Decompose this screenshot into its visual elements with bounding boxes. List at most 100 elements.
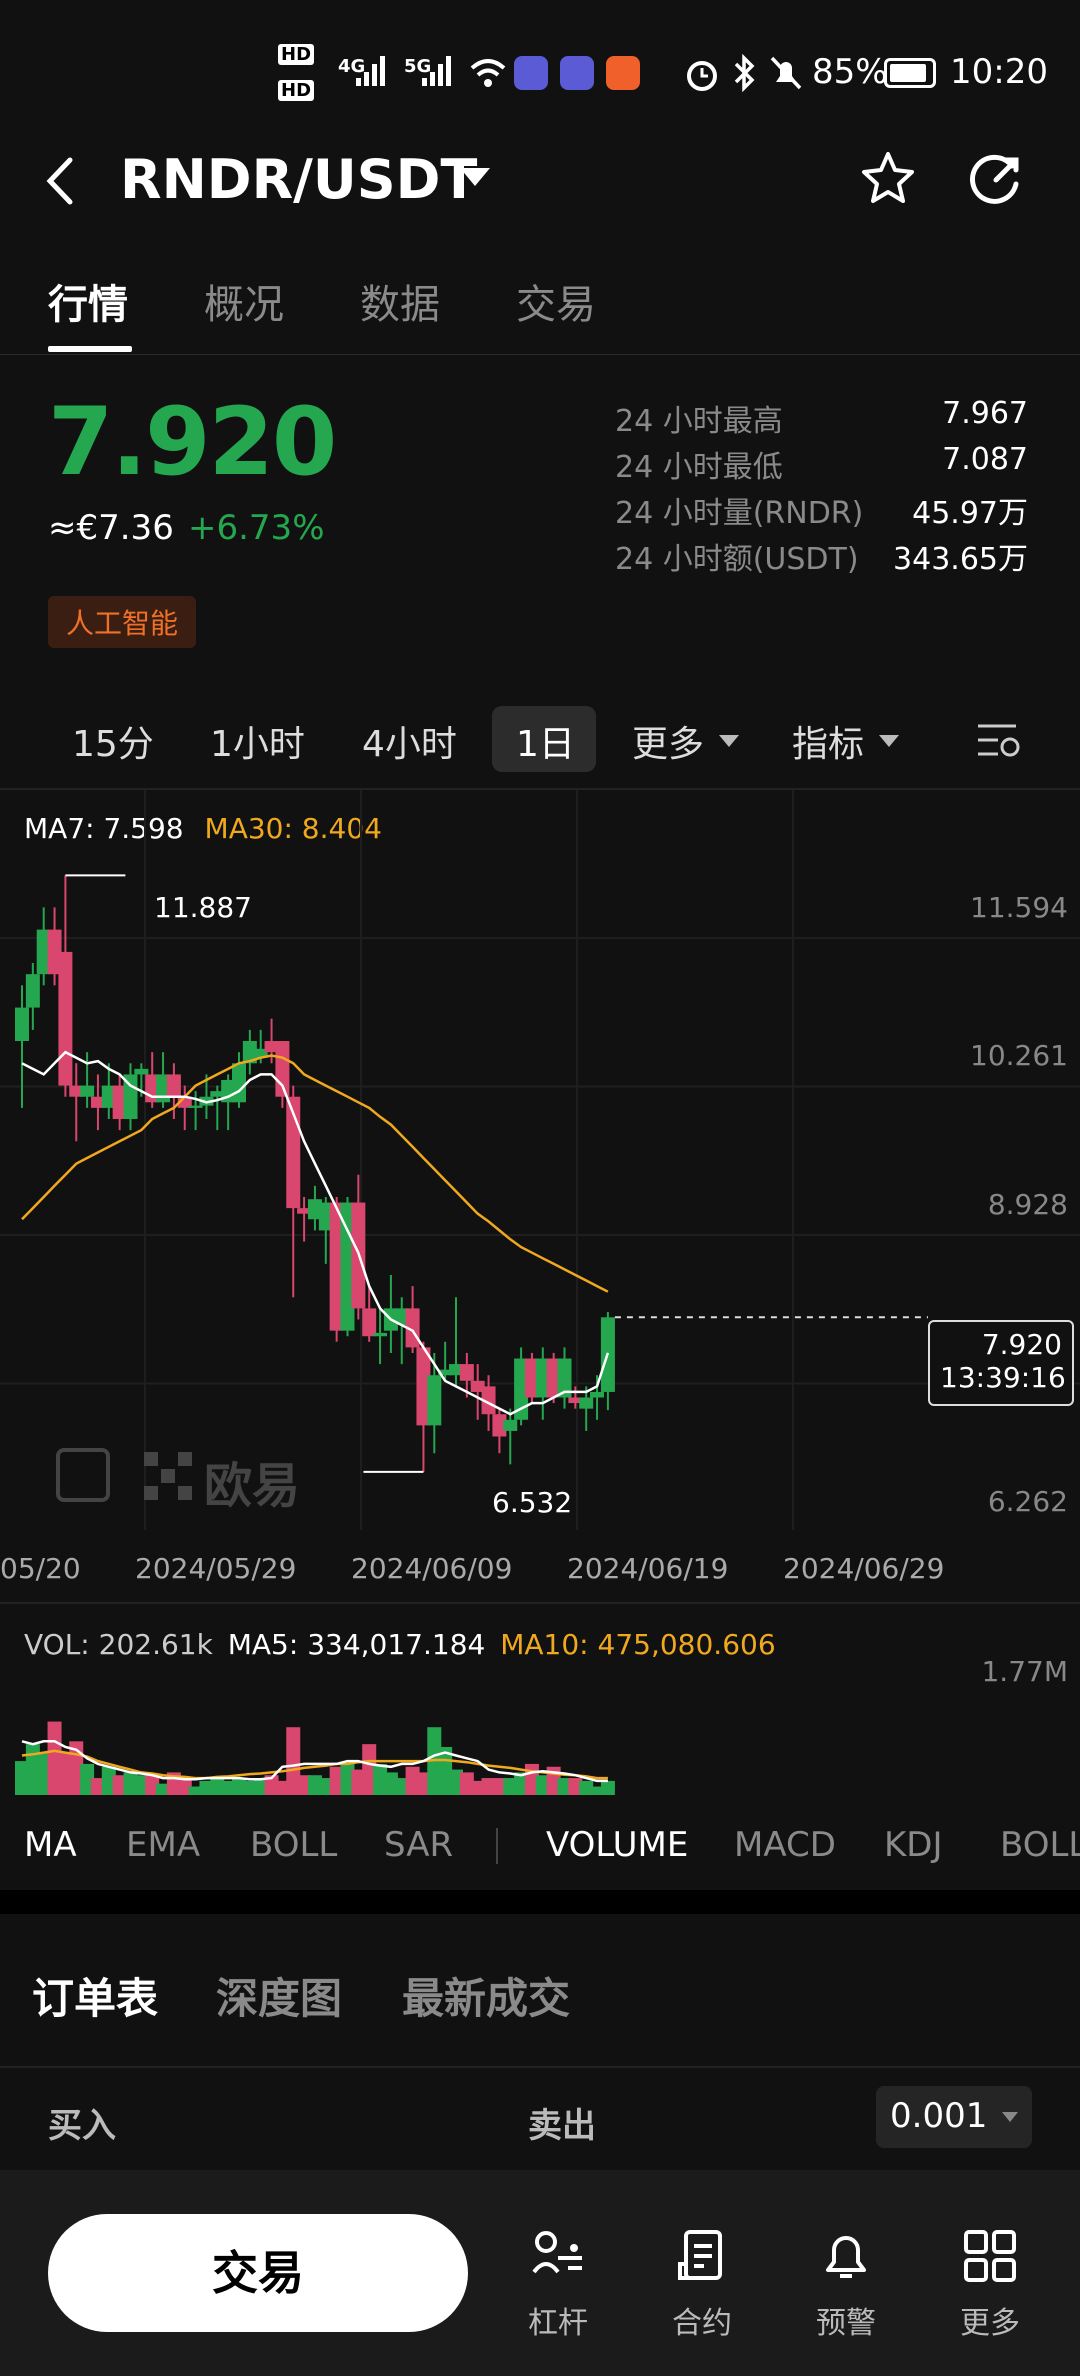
x-tick-label: 2024/06/09 (351, 1552, 512, 1585)
chevron-down-icon (718, 734, 740, 748)
nav-margin-label[interactable]: 杠杆 (503, 2298, 613, 2342)
nav-more-label[interactable]: 更多 (935, 2298, 1045, 2342)
candle-body (427, 1375, 441, 1425)
share-icon[interactable] (966, 150, 1026, 210)
chevron-down-icon (1002, 2112, 1018, 2122)
stat-value-turnover: 343.65万 (893, 534, 1028, 578)
timeframe-1h[interactable]: 1小时 (210, 715, 305, 767)
timeframe-15m[interactable]: 15分 (72, 715, 154, 767)
vol-ma5-label: MA5: 334,017.184 (228, 1628, 486, 1661)
candle-body (460, 1364, 474, 1381)
fullscreen-icon[interactable] (56, 1448, 110, 1502)
high-marker-label: 11.887 (154, 891, 252, 924)
tab-latest-trades[interactable]: 最新成交 (402, 1965, 570, 2026)
app-icon-3 (606, 56, 640, 90)
stat-label-low: 24 小时最低 (615, 442, 783, 486)
tab-trade[interactable]: 交易 (516, 272, 596, 330)
volume-bar (601, 1781, 615, 1795)
nav-contract-label[interactable]: 合约 (647, 2298, 757, 2342)
y-tick-label: 10.261 (970, 1039, 1068, 1072)
hd-badge-2: HD (278, 80, 314, 101)
sell-header: 卖出 (528, 2098, 596, 2147)
tab-overview[interactable]: 概况 (204, 272, 284, 330)
tab-market[interactable]: 行情 (48, 272, 128, 330)
timeframe-1d[interactable]: 1日 (516, 715, 575, 767)
vol-legend: VOL: 202.61k MA5: 334,017.184 MA10: 475,… (24, 1628, 776, 1661)
pair-title[interactable]: RNDR/USDT (120, 148, 477, 211)
candle-body (373, 1333, 387, 1336)
stat-label-turnover: 24 小时额(USDT) (615, 534, 859, 578)
stat-value-high: 7.967 (942, 396, 1028, 431)
mute-icon (768, 54, 804, 92)
tab-orderbook[interactable]: 订单表 (32, 1965, 158, 2026)
watermark: 欧易 (204, 1446, 300, 1516)
stat-value-low: 7.087 (942, 442, 1028, 477)
candle-body (579, 1398, 593, 1409)
indicator-ma[interactable]: MA (24, 1825, 77, 1865)
x-tick-label: 2024/05/29 (135, 1552, 296, 1585)
signal-icon (354, 54, 394, 88)
contract-icon[interactable] (674, 2228, 730, 2284)
candle-body (362, 1308, 376, 1336)
candle (58, 875, 72, 1096)
grid-icon[interactable] (962, 2228, 1018, 2284)
vol-label: VOL: 202.61k (24, 1628, 213, 1661)
status-bar: HD HD 4G 5G 85% 10:20 (0, 0, 1080, 140)
indicator-ema[interactable]: EMA (126, 1825, 200, 1865)
indicator-macd[interactable]: MACD (734, 1825, 836, 1865)
candle-body (590, 1392, 604, 1398)
candle (351, 1175, 365, 1320)
current-price-label: 7.920 (940, 1328, 1062, 1361)
indicator-boll[interactable]: BOLL (250, 1825, 337, 1865)
hd-badge-1: HD (278, 44, 314, 65)
active-tab-underline (48, 346, 132, 352)
stat-label-high: 24 小时最高 (615, 396, 783, 440)
candle (492, 1409, 506, 1454)
trade-button[interactable]: 交易 (48, 2214, 468, 2332)
battery-percent: 85% (812, 52, 888, 92)
x-tick-label: 2024/06/19 (567, 1552, 728, 1585)
current-price-box: 7.920 13:39:16 (928, 1320, 1074, 1406)
timeframe-more[interactable]: 更多 (632, 715, 704, 767)
back-icon[interactable] (44, 156, 76, 206)
candle (286, 1086, 300, 1298)
divider (0, 2066, 1080, 2068)
indicator-volume[interactable]: VOLUME (546, 1825, 688, 1865)
indicator-divider (496, 1828, 498, 1864)
volume-chart[interactable] (0, 1680, 1080, 1795)
app-icon-1 (514, 56, 548, 90)
chart-settings-icon[interactable] (976, 720, 1020, 760)
okx-logo-icon (144, 1452, 192, 1500)
y-tick-label: 11.594 (970, 891, 1068, 924)
chevron-down-icon (878, 734, 900, 748)
x-tick-label: 2024/06/29 (783, 1552, 944, 1585)
last-price: 7.920 (48, 388, 335, 497)
timeframe-4h[interactable]: 4小时 (362, 715, 457, 767)
precision-selector[interactable]: 0.001 (876, 2086, 1032, 2148)
indicator-boll-sub[interactable]: BOLL (1000, 1825, 1080, 1865)
vol-ma10-label: MA10: 475,080.606 (500, 1628, 775, 1661)
stat-label-volume: 24 小时量(RNDR) (615, 488, 863, 532)
candle-body (503, 1420, 517, 1431)
chevron-down-icon[interactable] (458, 166, 492, 188)
margin-icon[interactable] (530, 2228, 586, 2284)
price-change: +6.73% (188, 508, 325, 548)
nav-alert-label[interactable]: 预警 (791, 2298, 901, 2342)
y-tick-label: 6.262 (988, 1485, 1068, 1518)
app-icon-2 (560, 56, 594, 90)
candle-body (58, 952, 72, 1086)
indicators-dropdown[interactable]: 指标 (792, 715, 864, 767)
x-tick-label: 05/20 (0, 1552, 81, 1585)
indicator-kdj[interactable]: KDJ (884, 1825, 943, 1865)
category-tag[interactable]: 人工智能 (48, 596, 196, 648)
battery-icon (884, 58, 936, 88)
indicator-sar[interactable]: SAR (384, 1825, 453, 1865)
wifi-icon (468, 54, 508, 90)
low-marker-label: 6.532 (492, 1486, 572, 1519)
tab-data[interactable]: 数据 (360, 272, 440, 330)
tab-depth[interactable]: 深度图 (216, 1965, 342, 2026)
bell-icon[interactable] (818, 2228, 874, 2284)
candle-body (189, 1106, 203, 1108)
candle-body (80, 1086, 94, 1097)
star-icon[interactable] (860, 150, 916, 206)
